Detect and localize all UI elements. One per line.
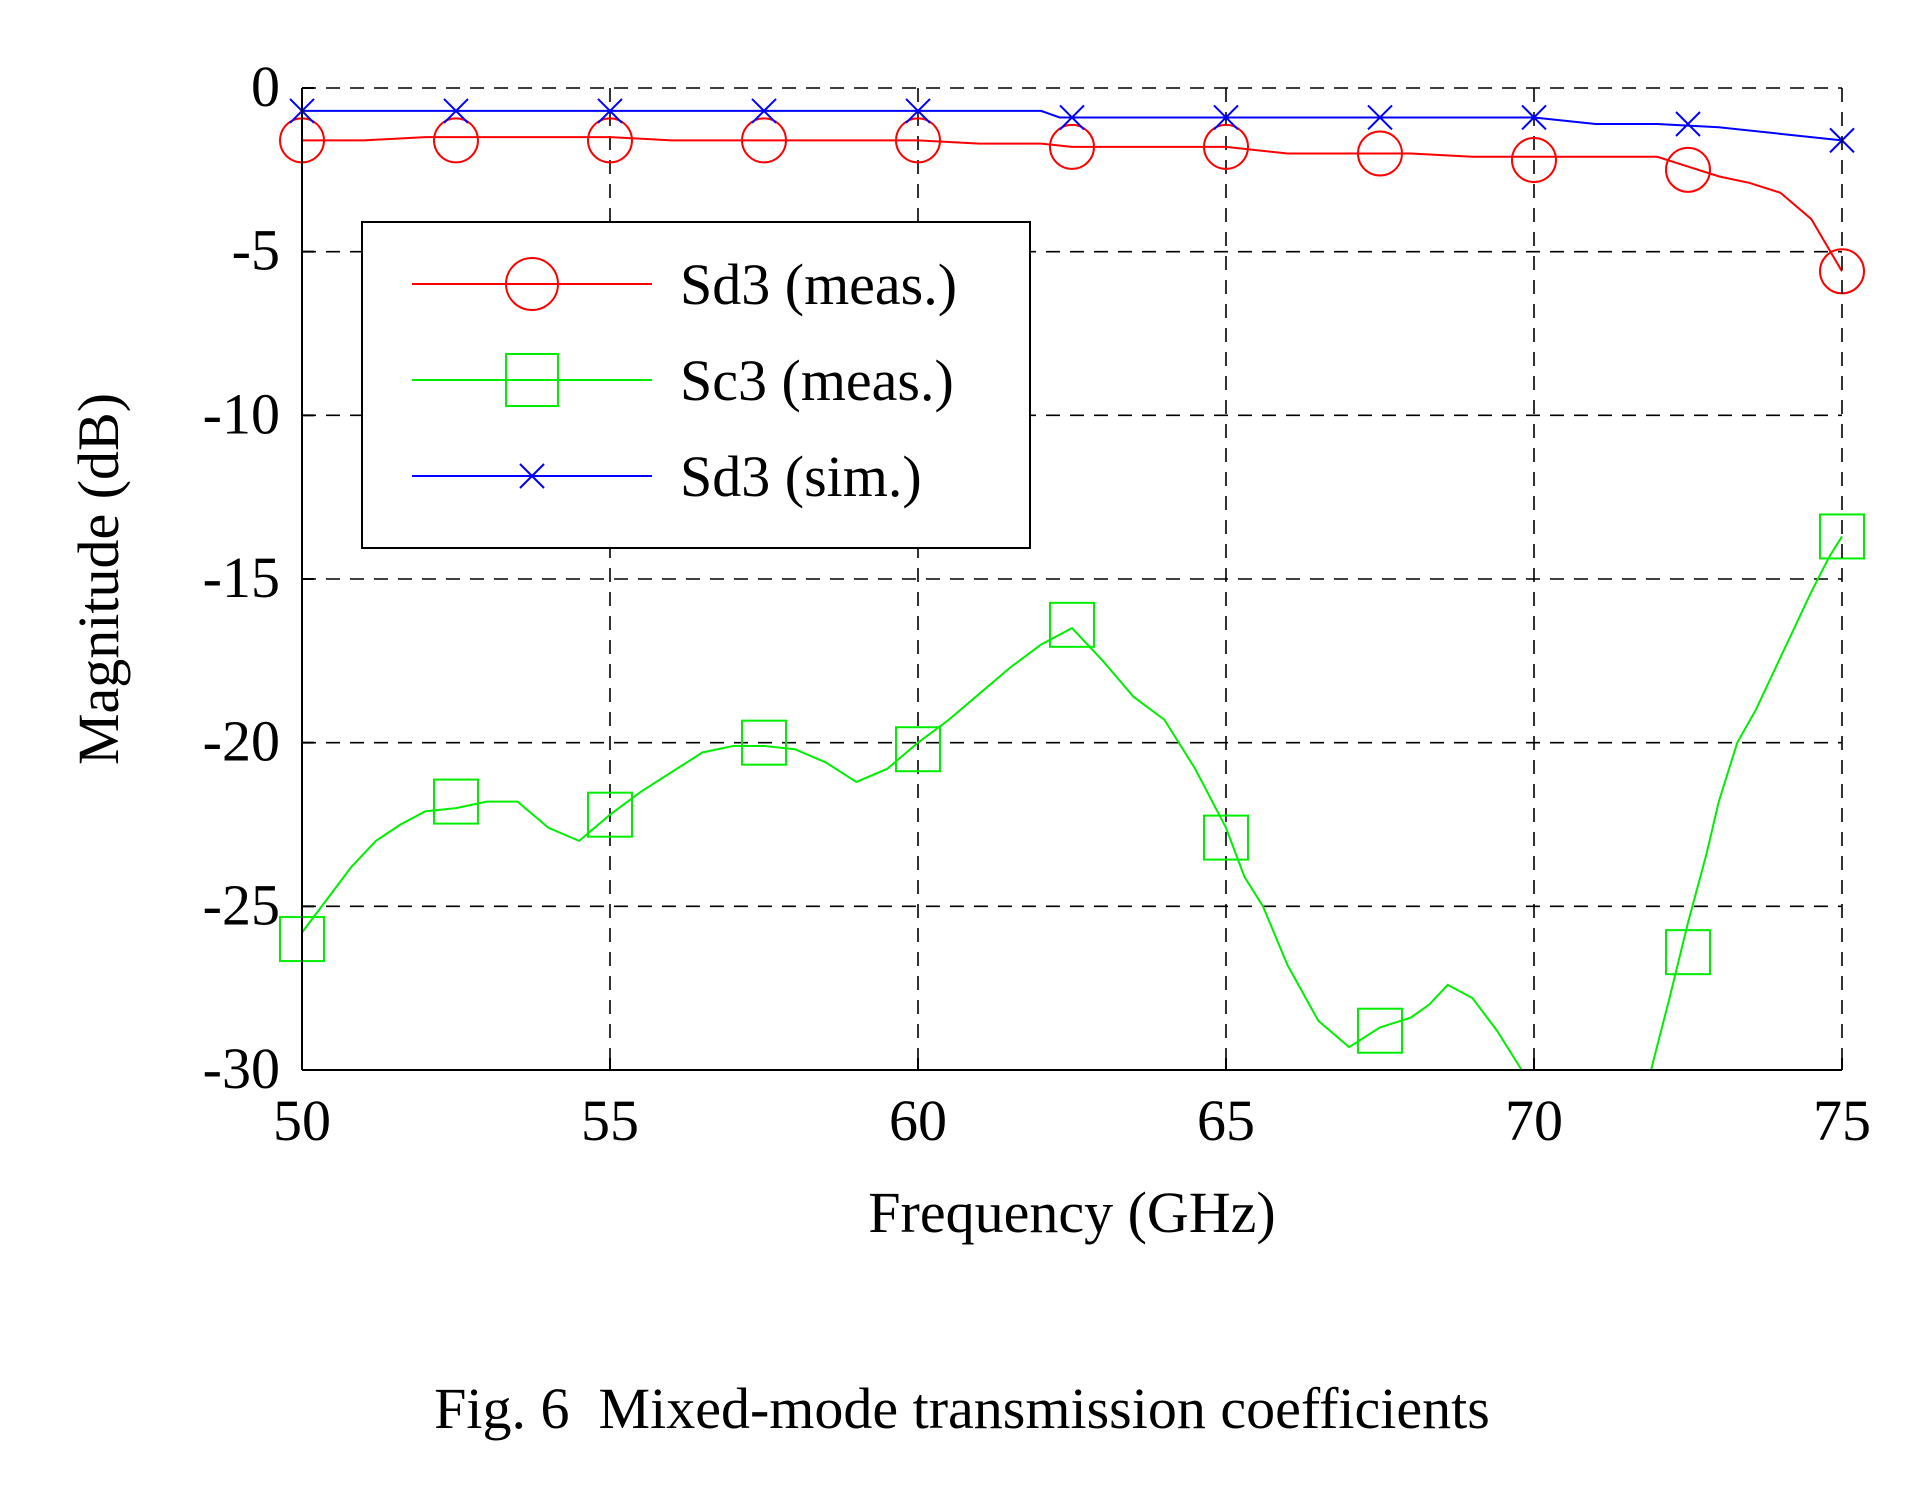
y-axis-title: Magnitude (dB) [66,393,131,765]
series-line [301,626,1523,1071]
square-marker [1203,814,1249,861]
square-marker [1665,929,1711,976]
x-marker [1213,104,1239,131]
legend-label: Sc3 (meas.) [680,348,954,413]
square-marker [1049,601,1095,648]
x-tick-label: 75 [1813,1088,1871,1153]
square-marker [587,791,633,838]
x-tick-label: 65 [1197,1088,1255,1153]
series-layer [279,98,1865,1071]
y-tick-label: -10 [203,381,280,446]
series-line [1650,535,1843,1071]
x-marker [1675,111,1701,137]
x-marker [751,98,777,124]
plot-frame [301,87,1843,1071]
tick-labels: 50 55 60 65 70 75 0 -5 -10 -15 -20 -25 -30 [203,54,1871,1153]
x-marker-stroke [1521,104,1547,131]
square-marker [1819,513,1865,560]
x-marker [1367,104,1393,131]
x-tick-label: 50 [273,1088,331,1153]
x-marker [443,98,469,124]
circle-marker [741,117,787,164]
legend-label: Sd3 (meas.) [680,252,957,317]
x-marker-stroke [751,98,777,124]
y-tick-label: -5 [232,218,280,283]
square-marker [895,726,941,773]
chart: 50 55 60 65 70 75 0 -5 -10 -15 -20 -25 -30 Frequency… [66,54,1871,1245]
x-marker [597,98,623,124]
y-tick-label: 0 [251,54,280,119]
x-marker [905,98,931,124]
series-2 [279,513,1865,1071]
x-marker-stroke [519,463,545,489]
x-tick-label: 60 [889,1088,947,1153]
square-marker [1357,1007,1403,1054]
circle-marker [1203,123,1249,170]
square-marker [433,778,479,825]
series-line [302,136,1843,272]
circle-marker [895,117,941,164]
x-marker-stroke [597,98,623,124]
circle-marker [587,117,633,164]
circle-marker [1049,123,1095,170]
x-axis-title: Frequency (GHz) [868,1180,1275,1245]
legend: Sd3 (meas.) Sc3 (meas.) Sd3 (sim.) [361,221,1031,549]
x-marker [519,463,545,489]
circle-marker [433,117,479,164]
x-marker [1521,104,1547,131]
x-marker-stroke [1213,104,1239,131]
figure-caption: Fig. 6 Mixed-mode transmission coefficie… [434,1376,1490,1441]
grid [302,88,1842,1070]
y-tick-label: -30 [203,1036,280,1101]
legend-box [361,221,1031,549]
x-tick-label: 55 [581,1088,639,1153]
x-marker [1059,104,1085,131]
x-marker-stroke [1059,104,1085,131]
x-tick-label: 70 [1505,1088,1563,1153]
legend-label: Sd3 (sim.) [680,444,922,509]
x-marker-stroke [443,98,469,124]
series-line [302,109,1843,142]
series-4 [289,98,1855,154]
circle-marker [1511,137,1557,184]
legend-item: Sc3 (meas.) [412,348,954,413]
y-tick-label: -25 [203,872,280,937]
y-tick-label: -15 [203,545,280,610]
circle-marker [1357,130,1403,177]
series-1 [279,117,1865,295]
square-marker [505,353,559,407]
legend-item: Sd3 (meas.) [412,252,957,317]
x-marker-stroke [905,98,931,124]
circle-marker [505,257,559,311]
x-marker-stroke [1675,111,1701,137]
series-3 [1650,535,1843,1071]
square-marker [741,719,787,766]
y-tick-label: -20 [203,709,280,774]
legend-item: Sd3 (sim.) [412,444,922,509]
x-marker-stroke [1367,104,1393,131]
circle-marker [1665,146,1711,193]
